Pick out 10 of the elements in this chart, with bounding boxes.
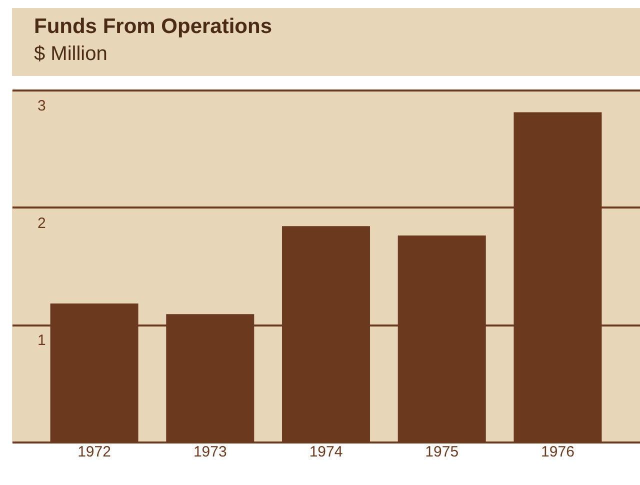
y-tick-label: 3	[38, 98, 46, 114]
x-tick-label: 1973	[193, 444, 227, 460]
y-tick-label: 2	[38, 214, 46, 232]
x-tick-label: 1974	[309, 444, 343, 460]
y-tick-label: 1	[38, 332, 46, 350]
x-tick-label: 1972	[78, 444, 111, 460]
chart-subtitle: $ Million	[34, 43, 108, 65]
x-tick-label: 1976	[541, 444, 574, 460]
chart-title: Funds From Operations	[34, 15, 272, 38]
x-tick-label: 1975	[425, 444, 459, 460]
